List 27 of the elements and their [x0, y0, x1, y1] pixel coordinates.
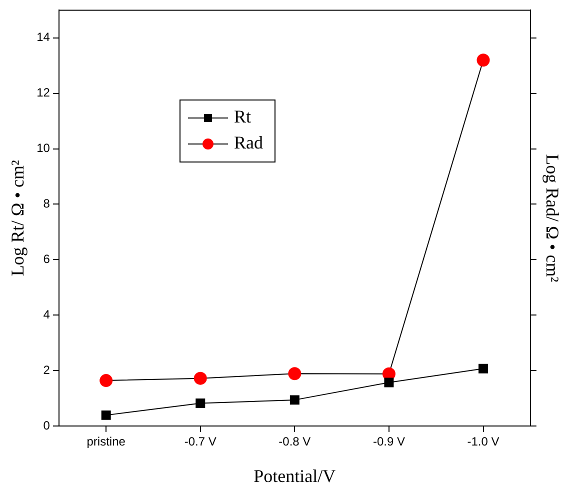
x-axis-title: Potential/V — [254, 466, 336, 486]
point — [476, 54, 490, 67]
y-tick-label: 14 — [36, 30, 50, 44]
y-tick-label: 10 — [36, 141, 50, 156]
y-tick-label: 4 — [43, 307, 50, 322]
y-tick-label: 12 — [36, 86, 50, 100]
legend-label: Rad — [234, 132, 263, 153]
point — [478, 364, 488, 374]
legend-label: Rt — [234, 106, 252, 127]
y-tick-label: 0 — [43, 418, 50, 432]
y-tick-label: 8 — [43, 196, 50, 211]
x-tick-label: -0.8 V — [278, 434, 311, 449]
point — [196, 398, 206, 408]
point — [100, 374, 113, 388]
x-tick-label: pristine — [86, 434, 126, 449]
point — [288, 367, 302, 380]
y-tick-label: 2 — [43, 362, 50, 377]
y-axis-title: Log Rt/ Ω • cm² — [8, 160, 28, 276]
y-tick-label: 6 — [43, 252, 50, 266]
point — [384, 378, 394, 388]
point — [290, 395, 300, 405]
x-tick-label: -1.0 V — [467, 434, 500, 449]
point — [101, 410, 111, 420]
x-tick-label: -0.7 V — [184, 434, 216, 449]
point — [194, 372, 207, 385]
x-tick-label: -0.9 V — [372, 434, 405, 449]
y2-axis-title: Log Rad/ Ω • cm² — [542, 154, 562, 282]
